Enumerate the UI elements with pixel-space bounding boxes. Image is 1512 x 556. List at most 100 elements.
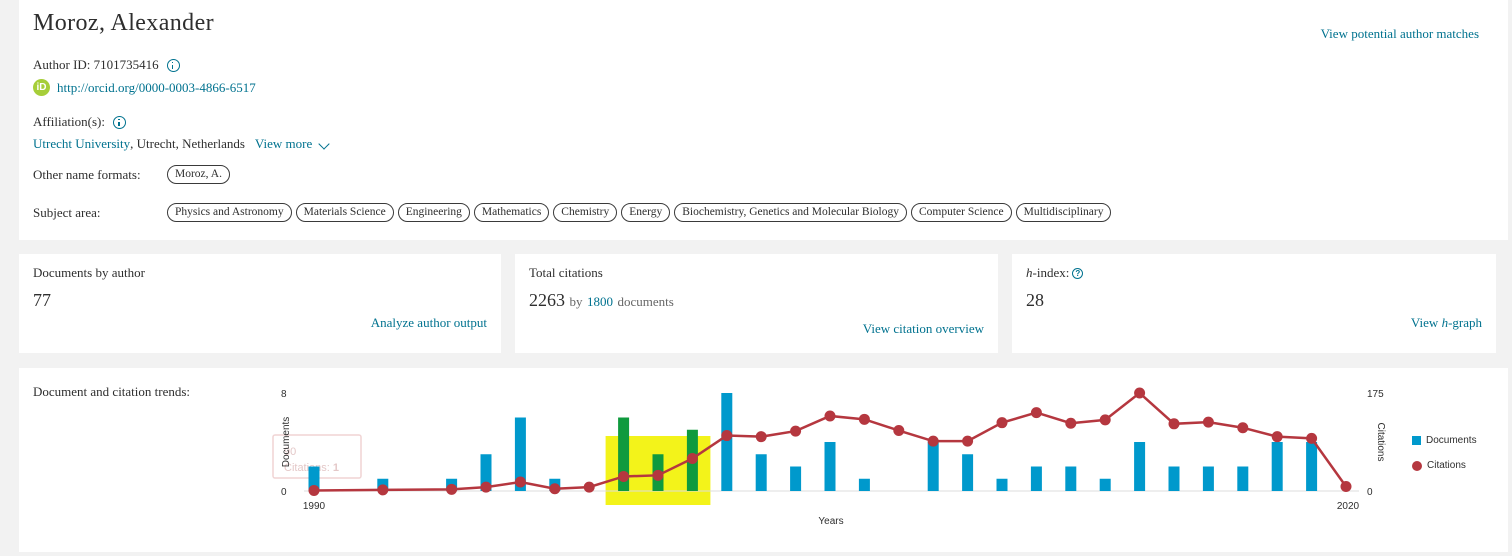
legend-citations-swatch <box>1412 460 1422 471</box>
view-more-label: View more <box>254 136 313 151</box>
author-id-row: Author ID: 7101735416 <box>33 57 180 73</box>
citations-documents-word: documents <box>617 294 674 309</box>
left-axis-tick: 0 <box>281 487 287 498</box>
author-id: Author ID: 7101735416 <box>33 57 159 72</box>
h-graph-link-h: h <box>1441 315 1449 330</box>
subject-area-pill: Engineering <box>397 203 470 222</box>
citations-point <box>755 431 767 443</box>
citations-point <box>1340 481 1352 493</box>
right-axis-title: Citations <box>1375 423 1386 462</box>
citations-by: by <box>569 294 583 309</box>
documents-bar <box>927 442 939 491</box>
affiliation-row: Utrecht University , Utrecht, Netherland… <box>33 136 330 152</box>
documents-bar <box>755 454 767 491</box>
citations-point <box>1099 414 1111 426</box>
documents-bar <box>1271 442 1283 491</box>
subject-area-pill: Materials Science <box>295 203 394 222</box>
affiliation-label: Affiliation(s): <box>33 114 105 129</box>
documents-card: Documents by author 77 Analyze author ou… <box>19 254 501 353</box>
affiliation-institution-link[interactable]: Utrecht University <box>33 136 131 151</box>
citations-point <box>721 430 733 442</box>
citations-point <box>1271 431 1283 443</box>
x-axis-tick: 1990 <box>303 501 326 512</box>
affiliation-label-row: Affiliation(s): <box>33 114 126 130</box>
affiliation-info-icon[interactable] <box>112 115 126 129</box>
citations-label: Total citations <box>529 265 603 280</box>
analyze-author-output-link[interactable]: Analyze author output <box>370 315 487 330</box>
citations-point <box>1202 416 1214 428</box>
view-more-link[interactable]: View more <box>254 136 330 152</box>
citations-point <box>308 484 320 496</box>
citations-summary: 2263 by 1800 documents <box>529 290 674 311</box>
documents-bar <box>1065 466 1077 491</box>
legend-citations[interactable]: Citations <box>1412 460 1466 471</box>
documents-bar <box>1237 466 1249 491</box>
documents-label: Documents by author <box>33 265 145 280</box>
documents-bar <box>962 454 974 491</box>
right-axis-tick: 175 <box>1367 389 1384 400</box>
citations-point <box>858 413 870 425</box>
view-h-graph-link[interactable]: View h-graph <box>1411 315 1482 331</box>
view-potential-matches-link[interactable]: View potential author matches <box>1320 26 1479 41</box>
trends-label: Document and citation trends: <box>33 384 191 399</box>
name-format-pill: Moroz, A. <box>167 165 230 184</box>
view-citation-overview-link[interactable]: View citation overview <box>862 321 984 336</box>
documents-bar <box>1306 442 1318 491</box>
h-index-value: 28 <box>1026 290 1044 310</box>
legend-documents-swatch <box>1412 436 1421 445</box>
chevron-down-icon <box>318 138 330 150</box>
documents-bar <box>790 466 802 491</box>
citations-point <box>1306 432 1318 444</box>
other-names-label: Other name formats: <box>33 166 141 182</box>
documents-bar <box>824 442 836 491</box>
tooltip-citations-value: 1 <box>333 462 339 474</box>
h-graph-link-prefix: View <box>1410 315 1442 330</box>
legend-documents-label: Documents <box>1426 435 1477 446</box>
orcid-icon: iD <box>33 79 50 96</box>
legend-citations-label: Citations <box>1427 460 1466 471</box>
left-axis-tick: 8 <box>281 389 287 400</box>
subject-area-pill: Biochemistry, Genetics and Molecular Bio… <box>674 203 907 222</box>
documents-bar <box>1099 478 1111 491</box>
documents-bar <box>514 417 526 491</box>
documents-count: 77 <box>33 290 51 310</box>
documents-bar <box>858 478 870 491</box>
author-name: Moroz, Alexander <box>33 10 215 36</box>
legend-documents[interactable]: Documents <box>1412 435 1477 446</box>
question-icon[interactable]: ? <box>1072 268 1084 279</box>
orcid-link[interactable]: http://orcid.org/0000-0003-4866-6517 <box>57 79 256 95</box>
subject-area-pill: Computer Science <box>910 203 1012 222</box>
documents-bar <box>996 478 1008 491</box>
citing-documents-link[interactable]: 1800 <box>587 294 613 309</box>
citations-point <box>686 453 698 465</box>
citations-point <box>790 425 802 437</box>
subject-area-pill: Chemistry <box>553 203 618 222</box>
citations-point <box>893 425 905 437</box>
right-axis-tick: 0 <box>1367 487 1373 498</box>
info-icon[interactable] <box>166 58 180 72</box>
documents-bar <box>308 466 320 491</box>
citations-point <box>824 410 836 422</box>
author-profile-card: Moroz, Alexander View potential author m… <box>19 0 1508 240</box>
citations-point <box>1065 417 1077 429</box>
h-index-label: h-index:? <box>1026 265 1084 281</box>
subject-area-label: Subject area: <box>33 204 101 220</box>
subject-area-pill: Multidisciplinary <box>1015 203 1112 222</box>
documents-bar <box>480 454 492 491</box>
citations-count: 2263 <box>529 290 565 310</box>
documents-bar <box>1030 466 1042 491</box>
left-axis-title: Documents <box>281 417 292 468</box>
citations-point <box>549 483 561 495</box>
citations-point <box>962 435 974 447</box>
citations-point <box>652 469 664 481</box>
h-index-label-h: h <box>1026 265 1033 280</box>
citations-point <box>583 481 595 493</box>
subject-area-pill: Energy <box>621 203 671 222</box>
citations-point <box>1030 407 1042 419</box>
subject-area-pill: Physics and Astronomy <box>167 203 292 222</box>
citations-card: Total citations 2263 by 1800 documents V… <box>515 254 998 353</box>
tooltip-year: 90 <box>284 446 296 458</box>
affiliation-location: , Utrecht, Netherlands <box>130 136 245 151</box>
documents-bar <box>721 393 733 491</box>
